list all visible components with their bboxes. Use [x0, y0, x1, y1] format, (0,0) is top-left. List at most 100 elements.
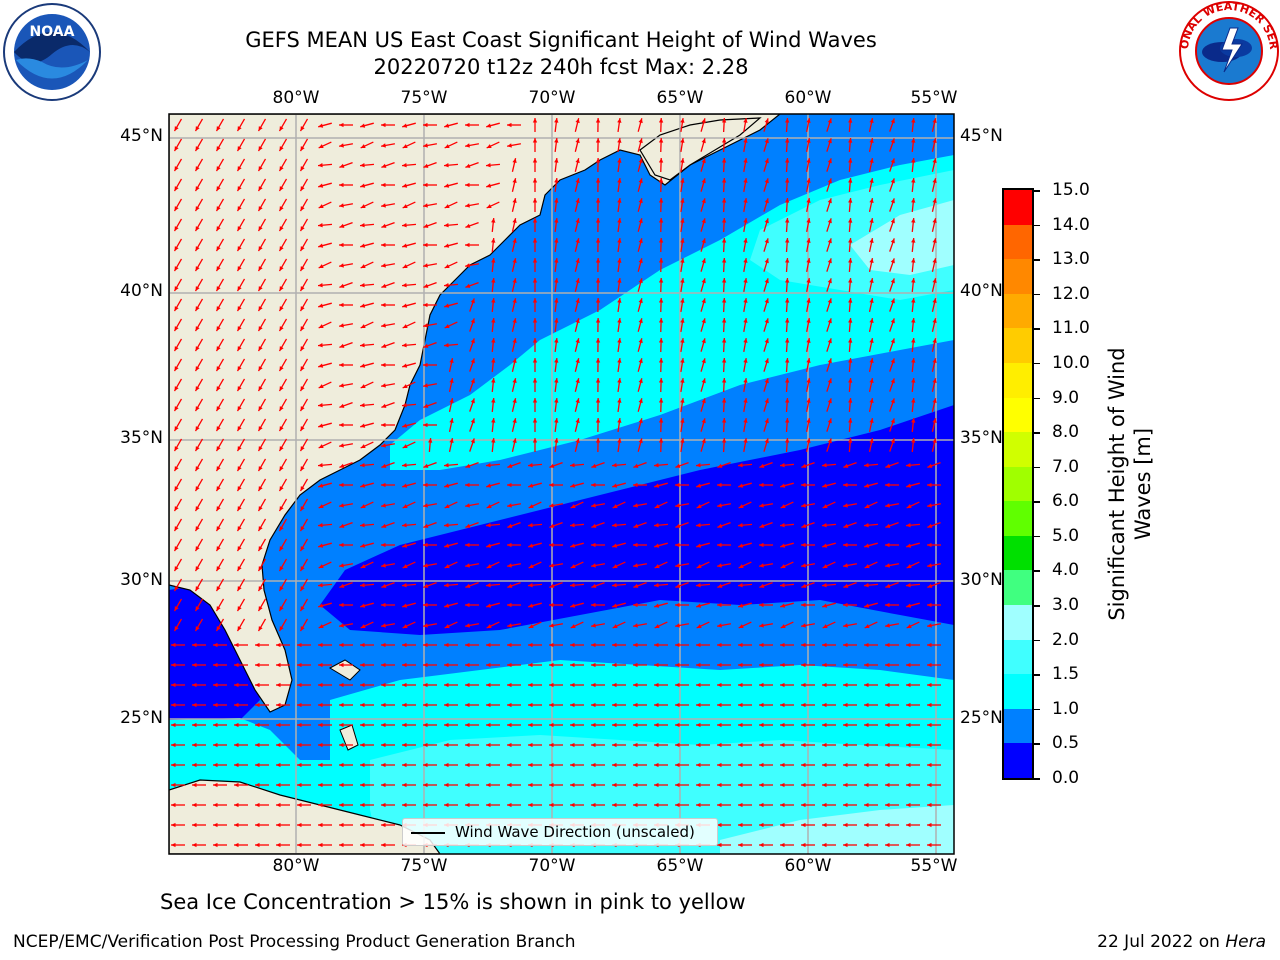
- wave-arrow-head: [318, 702, 323, 708]
- wave-arrow-head: [654, 682, 659, 688]
- wave-arrow-head: [680, 378, 685, 383]
- wave-arrow-head: [297, 822, 302, 828]
- wave-arrow-head: [192, 842, 197, 848]
- wave-arrow-head: [444, 782, 449, 788]
- wave-arrow-head: [570, 523, 575, 528]
- wave-arrow-head: [423, 263, 428, 268]
- wave-arrow-head: [654, 742, 659, 748]
- wave-arrow-head: [617, 438, 622, 443]
- wave-arrow-head: [827, 238, 832, 244]
- wave-arrow-head: [549, 742, 554, 748]
- wave-arrow-head: [216, 466, 221, 472]
- wave-arrow-head: [237, 446, 242, 452]
- wave-arrow-head: [532, 298, 538, 303]
- map-legend: Wind Wave Direction (unscaled): [402, 818, 718, 846]
- wave-arrow-head: [848, 158, 853, 163]
- wave-arrow-head: [696, 682, 701, 688]
- wave-arrow-head: [318, 603, 324, 608]
- wave-arrow-head: [591, 642, 596, 648]
- wave-arrow-head: [575, 378, 580, 384]
- noaa-logo: NOAA: [3, 3, 101, 101]
- wave-arrow-head: [192, 822, 197, 828]
- chart-title: GEFS MEAN US East Coast Significant Heig…: [245, 28, 877, 52]
- wave-arrow-head: [258, 586, 263, 592]
- wave-arrow-head: [195, 466, 200, 472]
- wave-arrow-head: [491, 438, 496, 443]
- wave-arrow-head: [595, 298, 601, 303]
- wave-arrow-head: [318, 564, 324, 569]
- wave-arrow-head: [360, 702, 365, 708]
- lat-label-right: 40°N: [960, 281, 1003, 301]
- wave-arrow-head: [738, 523, 743, 528]
- wave-arrow-head: [174, 566, 179, 572]
- colorbar-segment: [1004, 293, 1032, 329]
- wave-arrow-head: [764, 298, 769, 304]
- wave-arrow-head: [570, 463, 575, 468]
- wave-arrow-head: [174, 206, 179, 212]
- wave-arrow-head: [885, 742, 890, 748]
- wave-arrow-head: [195, 606, 200, 612]
- wave-arrow-head: [318, 842, 323, 848]
- wave-arrow-head: [827, 258, 832, 264]
- wave-arrow-head: [738, 742, 743, 748]
- wave-arrow-head: [444, 123, 450, 128]
- wave-arrow-head: [402, 283, 407, 288]
- colorbar-tick-label: 6.0: [1052, 491, 1080, 512]
- wave-arrow-head: [549, 523, 555, 528]
- wave-arrow-head: [612, 543, 618, 548]
- wave-arrow-head: [717, 602, 722, 608]
- colorbar-tick: [1034, 293, 1040, 296]
- wave-arrow-head: [470, 438, 475, 444]
- wave-arrow-head: [174, 446, 179, 452]
- wave-arrow-head: [237, 526, 242, 532]
- wave-arrow-head: [318, 543, 324, 548]
- wave-arrow-head: [764, 358, 769, 364]
- wave-arrow-head: [381, 443, 386, 448]
- wave-arrow-head: [402, 662, 407, 668]
- wave-arrow-head: [633, 742, 638, 748]
- wave-arrow-head: [532, 318, 538, 323]
- wave-arrow-head: [906, 483, 912, 488]
- wave-arrow-head: [822, 603, 828, 608]
- wave-arrow-head: [279, 446, 284, 452]
- wave-arrow-head: [696, 603, 702, 608]
- colorbar-tick: [1034, 190, 1040, 192]
- wave-arrow-head: [595, 158, 601, 163]
- lat-label-right: 30°N: [960, 570, 1003, 590]
- wave-arrow-head: [381, 463, 387, 468]
- colorbar-segment: [1004, 673, 1032, 709]
- wave-arrow-head: [827, 218, 832, 224]
- wave-arrow-head: [890, 298, 895, 304]
- wave-arrow-head: [654, 603, 660, 608]
- wave-arrow-head: [297, 742, 302, 748]
- wave-arrow-head: [360, 822, 365, 828]
- wave-arrow-head: [339, 642, 344, 648]
- wave-arrow-head: [300, 526, 305, 532]
- colorbar-tick-label: 12.0: [1052, 283, 1090, 304]
- colorbar-title: Significant Height of Wind Waves [m]: [1105, 347, 1155, 621]
- wave-arrow-head: [638, 218, 643, 224]
- wave-arrow-head: [785, 198, 790, 203]
- wave-arrow-head: [591, 782, 596, 788]
- wave-arrow-head: [843, 682, 848, 688]
- wave-arrow-head: [279, 226, 284, 232]
- wave-arrow-head: [827, 318, 832, 324]
- wave-arrow-head: [927, 682, 932, 688]
- wave-arrow-head: [444, 324, 450, 329]
- wave-arrow-head: [595, 338, 601, 343]
- wave-arrow-head: [402, 504, 408, 509]
- wave-arrow-head: [759, 523, 765, 528]
- wave-arrow-head: [801, 482, 806, 488]
- wave-arrow-head: [764, 138, 769, 144]
- wave-arrow-head: [402, 243, 408, 248]
- wave-arrow-head: [444, 223, 449, 228]
- wave-arrow-head: [759, 702, 764, 708]
- wave-arrow-head: [595, 438, 601, 443]
- wave-arrow-head: [258, 186, 263, 192]
- wave-arrow-head: [402, 543, 408, 548]
- wave-arrow-head: [680, 198, 685, 203]
- wave-arrow-head: [237, 546, 242, 552]
- wave-arrow-head: [360, 303, 366, 308]
- wave-arrow-head: [654, 483, 660, 488]
- wave-arrow-head: [801, 583, 807, 588]
